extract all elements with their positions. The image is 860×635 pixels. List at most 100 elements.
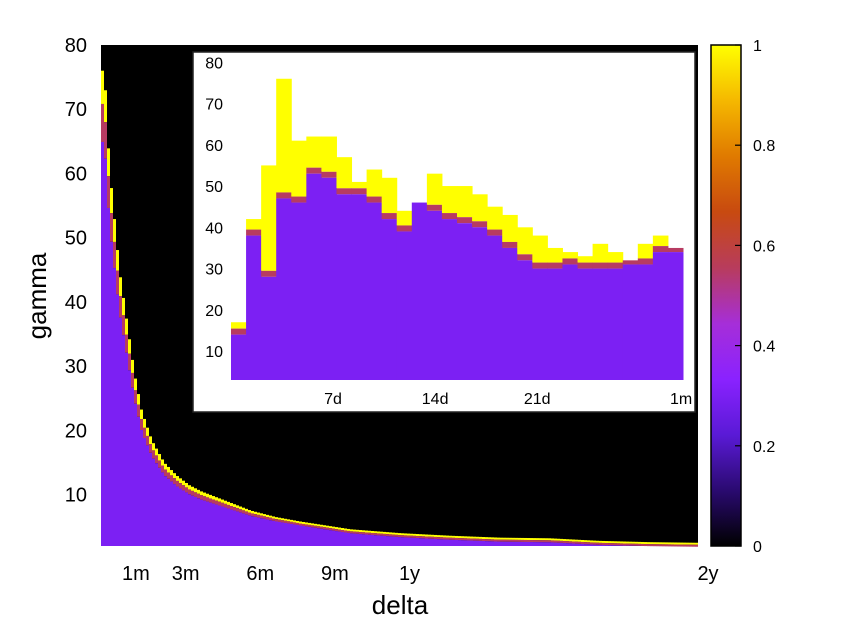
main-cell-edge xyxy=(149,444,152,453)
main-cell-edge xyxy=(404,535,407,538)
main-cell-top xyxy=(137,394,140,405)
main-cell-top xyxy=(308,522,311,525)
main-cell-body xyxy=(422,538,425,546)
colorbar-tick-label: 0.8 xyxy=(753,138,775,155)
main-cell-body xyxy=(413,537,416,546)
main-cell-top xyxy=(356,529,359,532)
inset-cell-top xyxy=(487,206,503,230)
inset-cell-top xyxy=(396,210,413,226)
main-cell-edge xyxy=(596,542,599,545)
main-cell-body xyxy=(119,317,122,546)
main-cell-body xyxy=(554,542,557,546)
inset-cell-top xyxy=(306,136,322,168)
inset-cell-edge xyxy=(502,241,518,248)
inset-cell-top xyxy=(577,256,594,263)
main-cell-body xyxy=(506,541,509,546)
main-cell-top xyxy=(389,532,392,535)
y-tick-label: 60 xyxy=(65,163,87,185)
main-cell-top xyxy=(563,539,566,542)
inset-cell-top xyxy=(321,136,337,172)
main-cell-body xyxy=(611,545,614,546)
main-cell-top xyxy=(509,537,512,540)
inset-cell-edge xyxy=(396,225,413,232)
main-cell-body xyxy=(536,542,539,546)
y-axis-label: gamma xyxy=(22,252,52,339)
main-cell-edge xyxy=(257,514,260,518)
inset-cell-edge xyxy=(517,254,533,261)
main-cell-edge xyxy=(563,541,566,544)
main-cell-edge xyxy=(533,540,536,543)
main-cell-top xyxy=(320,524,323,527)
main-cell-edge xyxy=(509,539,512,542)
inset-cell-top xyxy=(592,243,609,263)
main-cell-edge xyxy=(365,532,368,535)
main-cell-body xyxy=(578,543,581,546)
main-cell-top xyxy=(422,534,425,537)
main-cell-body xyxy=(494,541,497,546)
main-cell-edge xyxy=(206,497,209,502)
main-cell-edge xyxy=(305,524,308,527)
main-cell-edge xyxy=(326,527,329,530)
main-cell-edge xyxy=(290,521,293,524)
main-cell-edge xyxy=(278,519,281,522)
inset-cell-edge xyxy=(577,262,594,269)
main-cell-top xyxy=(638,541,641,544)
main-cell-body xyxy=(206,501,209,546)
main-cell-body xyxy=(323,529,326,546)
inset-cell-edge xyxy=(351,188,368,195)
main-cell-top xyxy=(518,537,521,540)
x-tick-label: 1m xyxy=(122,563,150,585)
main-cell-body xyxy=(110,241,113,546)
main-cell-top xyxy=(401,533,404,536)
main-cell-body xyxy=(308,526,311,546)
main-cell-edge xyxy=(212,499,215,504)
main-cell-top xyxy=(188,485,191,490)
main-cell-top xyxy=(227,501,230,505)
main-cell-top xyxy=(206,493,209,498)
main-cell-edge xyxy=(137,404,140,417)
inset-x-tick-label: 1m xyxy=(670,391,692,408)
main-cell-edge xyxy=(413,535,416,538)
main-cell-body xyxy=(548,542,551,546)
main-cell-body xyxy=(551,542,554,546)
main-cell-body xyxy=(194,496,197,546)
main-cell-edge xyxy=(353,531,356,534)
main-cell-top xyxy=(275,517,278,520)
main-cell-edge xyxy=(308,524,311,527)
main-cell-top xyxy=(656,542,659,545)
main-cell-top xyxy=(410,533,413,536)
main-cell-top xyxy=(230,503,233,507)
main-cell-edge xyxy=(116,270,119,295)
main-cell-top xyxy=(239,506,242,510)
main-cell-top xyxy=(104,90,107,123)
main-cell-body xyxy=(344,532,347,546)
main-cell-edge xyxy=(686,544,689,547)
main-cell-edge xyxy=(401,535,404,538)
colorbar xyxy=(710,44,742,547)
main-cell-body xyxy=(449,539,452,546)
main-cell-edge xyxy=(461,538,464,541)
main-cell-edge xyxy=(407,535,410,538)
main-cell-top xyxy=(662,542,665,545)
main-cell-top xyxy=(299,521,302,524)
main-cell-edge xyxy=(197,493,200,499)
inset-cell-edge xyxy=(592,262,609,269)
main-cell-edge xyxy=(602,542,605,545)
main-cell-edge xyxy=(458,538,461,541)
main-cell-top xyxy=(650,542,653,545)
colorbar-tick-label: 0.2 xyxy=(753,439,775,456)
main-cell-body xyxy=(602,544,605,546)
main-cell-edge xyxy=(683,544,686,547)
y-tick-label: 40 xyxy=(65,292,87,314)
main-cell-body xyxy=(152,458,155,546)
main-cell-body xyxy=(443,539,446,546)
main-cell-body xyxy=(215,504,218,546)
inset-cell-edge xyxy=(381,213,398,220)
inset-y-tick-label: 30 xyxy=(205,262,223,279)
main-cell-top xyxy=(173,473,176,479)
main-cell-body xyxy=(167,478,170,546)
main-cell-body xyxy=(275,521,278,546)
main-cell-top xyxy=(452,535,455,538)
main-cell-body xyxy=(281,522,284,546)
main-cell-edge xyxy=(281,520,284,523)
